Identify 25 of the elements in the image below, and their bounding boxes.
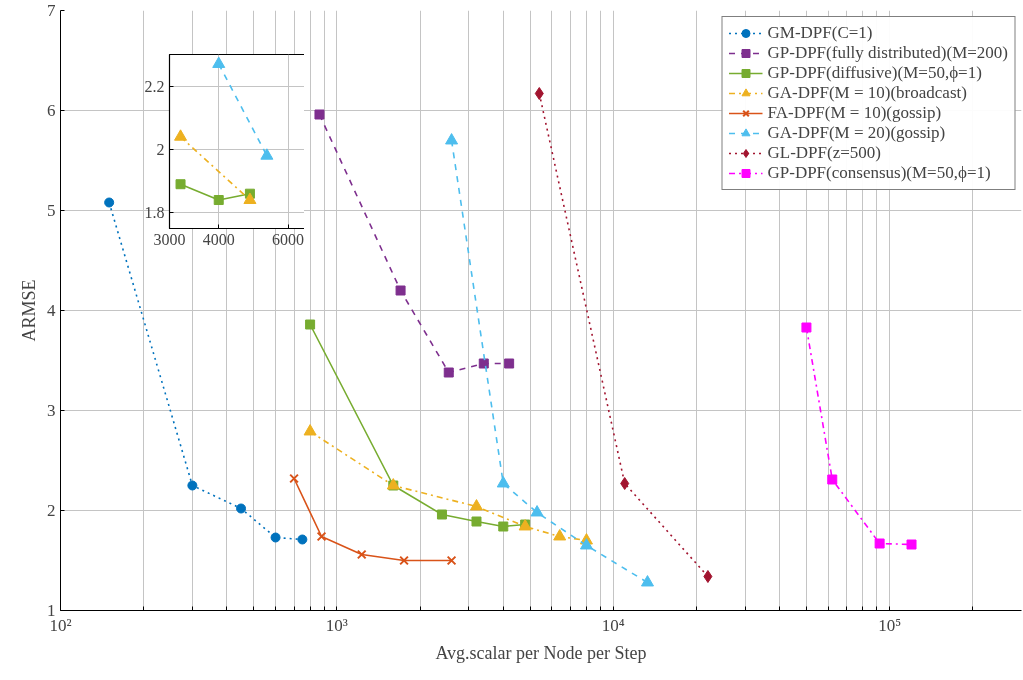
legend-label: GM-DPF(C=1)	[767, 23, 873, 43]
y-tick-label: 2	[47, 501, 56, 520]
legend-label: GA-DPF(M = 20)(gossip)	[767, 123, 946, 143]
x-tick-label: 10³	[325, 615, 348, 635]
x-tick-label: 3000	[153, 230, 186, 248]
x-axis-title: Avg.scalar per Node per Step	[435, 642, 647, 663]
y-tick-label: 4	[47, 301, 56, 320]
y-tick-label: 3	[47, 401, 56, 420]
y-tick-label: 1.8	[144, 204, 165, 222]
legend-label: GP-DPF(fully distributed)(M=200)	[767, 43, 1008, 63]
legend-label: GA-DPF(M = 10)(broadcast)	[767, 83, 967, 103]
legend-label: GP-DPF(diffusive)(M=50,ϕ=1)	[767, 63, 982, 83]
y-tick-label: 7	[47, 1, 56, 20]
y-tick-label: 2	[156, 140, 165, 158]
y-tick-label: 6	[47, 101, 56, 120]
y-tick-label: 2.2	[144, 77, 165, 95]
legend-label: GL-DPF(z=500)	[767, 143, 881, 163]
y-axis-title: ARMSE	[19, 279, 39, 342]
x-tick-label: 6000	[272, 230, 305, 248]
legend-label: FA-DPF(M = 10)(gossip)	[767, 103, 942, 123]
x-tick-label: 10⁵	[878, 615, 902, 635]
x-tick-label: 10⁴	[601, 615, 625, 635]
legend-label: GP-DPF(consensus)(M=50,ϕ=1)	[767, 163, 991, 183]
x-tick-label: 4000	[202, 230, 235, 248]
y-tick-label: 5	[47, 201, 56, 220]
